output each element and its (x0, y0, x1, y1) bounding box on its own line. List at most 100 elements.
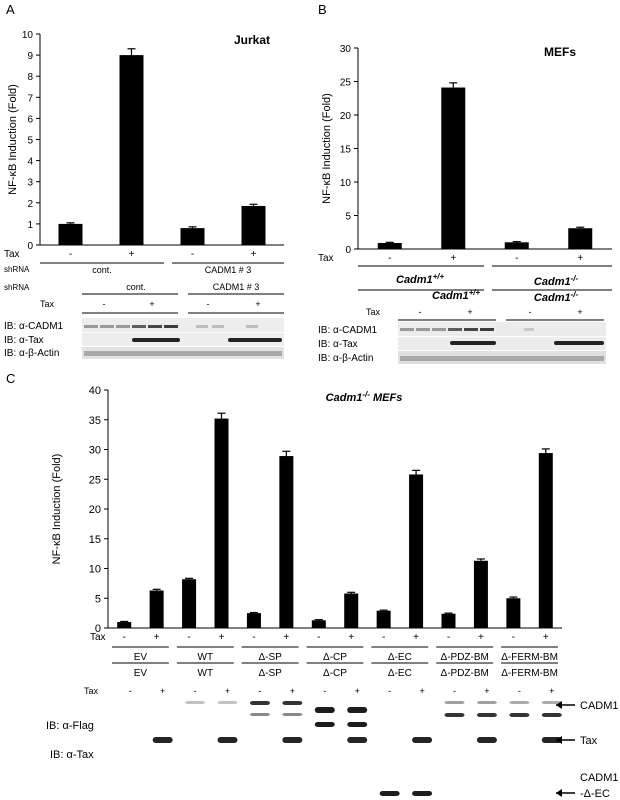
blot-group-name: Cadm1+/+ (432, 288, 481, 302)
tax-sign: - (252, 632, 255, 643)
bar (246, 613, 261, 628)
y-tick-label: 25 (340, 78, 352, 89)
blot-band (450, 341, 496, 345)
blot-tax-sign: - (518, 686, 521, 696)
blot-tax-sign: + (160, 686, 165, 696)
blot-band (246, 325, 258, 328)
blot-row-label: IB: α-Tax (318, 339, 358, 350)
blot-strip (398, 322, 606, 336)
blot-group-name: Δ-PDZ-BM (441, 668, 489, 679)
blot-strip (82, 318, 284, 332)
tax-sign: + (413, 632, 419, 643)
bar (279, 456, 294, 628)
blot-band (347, 722, 368, 727)
group-name: Δ-SP (258, 652, 282, 663)
blot-band (282, 701, 303, 705)
blot-tax-sign: - (103, 299, 106, 309)
chart-title: Cadm1-/- MEFs (326, 390, 403, 404)
y-tick-label: 30 (89, 445, 101, 457)
y-tick-label: 3 (27, 178, 33, 189)
bar (376, 610, 391, 628)
tax-sign: + (450, 253, 456, 264)
blot-tax-sign: - (419, 307, 422, 317)
chart-title: MEFs (544, 45, 576, 59)
blot-tax-sign: + (577, 307, 582, 317)
blot-band (444, 701, 465, 704)
group-name: Cadm1+/+ (396, 272, 445, 286)
blot-band (509, 701, 530, 704)
blot-tax-sign: + (467, 307, 472, 317)
y-tick-label: 5 (27, 136, 33, 147)
blot-row-label: IB: α-Flag (46, 720, 94, 732)
panel-letter-c: C (6, 371, 15, 386)
blot-band (217, 701, 238, 704)
panel-letter-a: A (6, 2, 15, 17)
y-tick-label: 20 (89, 504, 101, 516)
blot-tax-sign: + (225, 686, 230, 696)
panel-a: 0 1 2 3 4 5 6 7 8 9 10 NF-κB Induction (Fold) - + - + Ta… (4, 30, 284, 359)
blot-band (196, 325, 208, 328)
y-tick-label: 0 (27, 241, 33, 252)
tax-sign: - (447, 632, 450, 643)
y-tick-label: 0 (345, 245, 351, 256)
tax-sign: + (283, 632, 289, 643)
blot-band (148, 325, 162, 328)
blot-tax-sign: - (194, 686, 197, 696)
blot-band (164, 325, 178, 328)
bar (182, 579, 197, 628)
blot-row-label: IB: α-Tax (50, 749, 94, 761)
blot-group-name: WT (198, 668, 214, 679)
blot-band (282, 737, 303, 743)
group-name: Δ-EC (388, 652, 412, 663)
y-tick-label: 9 (27, 51, 33, 62)
blot-strip (398, 337, 606, 350)
bar (119, 55, 144, 245)
y-axis-label: NF-κB Induction (Fold) (321, 93, 333, 204)
bar (344, 593, 359, 628)
blot-row-label: IB: α-CADM1 (4, 321, 64, 332)
tax-sign: + (129, 249, 135, 260)
y-tick-label: 7 (27, 93, 33, 104)
y-tick-label: 20 (340, 111, 352, 122)
blot-band (480, 328, 494, 331)
tax-sign: - (317, 632, 320, 643)
tax-sign: - (69, 249, 72, 260)
bar (568, 228, 593, 249)
panel-letters: A B C (6, 2, 327, 386)
bar (117, 622, 132, 628)
y-tick-label: 10 (340, 178, 352, 189)
y-axis-label: NF-κB Induction (Fold) (7, 84, 19, 195)
blot-band (249, 713, 270, 716)
blot-group-name: EV (134, 668, 148, 679)
blot-band (84, 325, 98, 328)
tax-sign: + (219, 632, 225, 643)
tax-sign: - (123, 632, 126, 643)
bar (504, 242, 529, 249)
blot-band (554, 341, 604, 345)
blot-band (400, 328, 414, 331)
blot-tax-sign: - (207, 299, 210, 309)
y-tick-label: 30 (340, 44, 352, 55)
bar (180, 228, 205, 245)
tax-label: Tax (318, 253, 334, 264)
tax-sign: - (512, 632, 515, 643)
blot-band (185, 701, 206, 704)
blot-tax-sign: - (453, 686, 456, 696)
blot-band (282, 713, 303, 716)
blot-band (476, 737, 497, 743)
blot-band (228, 338, 282, 342)
arrow-head (556, 736, 562, 744)
blot-band (541, 737, 562, 743)
tax-sign: - (382, 632, 385, 643)
blot-band (509, 713, 530, 717)
blot-band (412, 737, 433, 743)
blot-band (314, 722, 335, 727)
blot-band (464, 328, 478, 331)
arrow-label: CADM1 (580, 772, 619, 784)
blot-band (541, 713, 562, 717)
y-tick-label: 4 (27, 157, 33, 168)
arrow-label: CADM1 (580, 700, 619, 712)
blot-band (448, 328, 462, 331)
bar (441, 613, 456, 628)
bar (58, 223, 83, 245)
